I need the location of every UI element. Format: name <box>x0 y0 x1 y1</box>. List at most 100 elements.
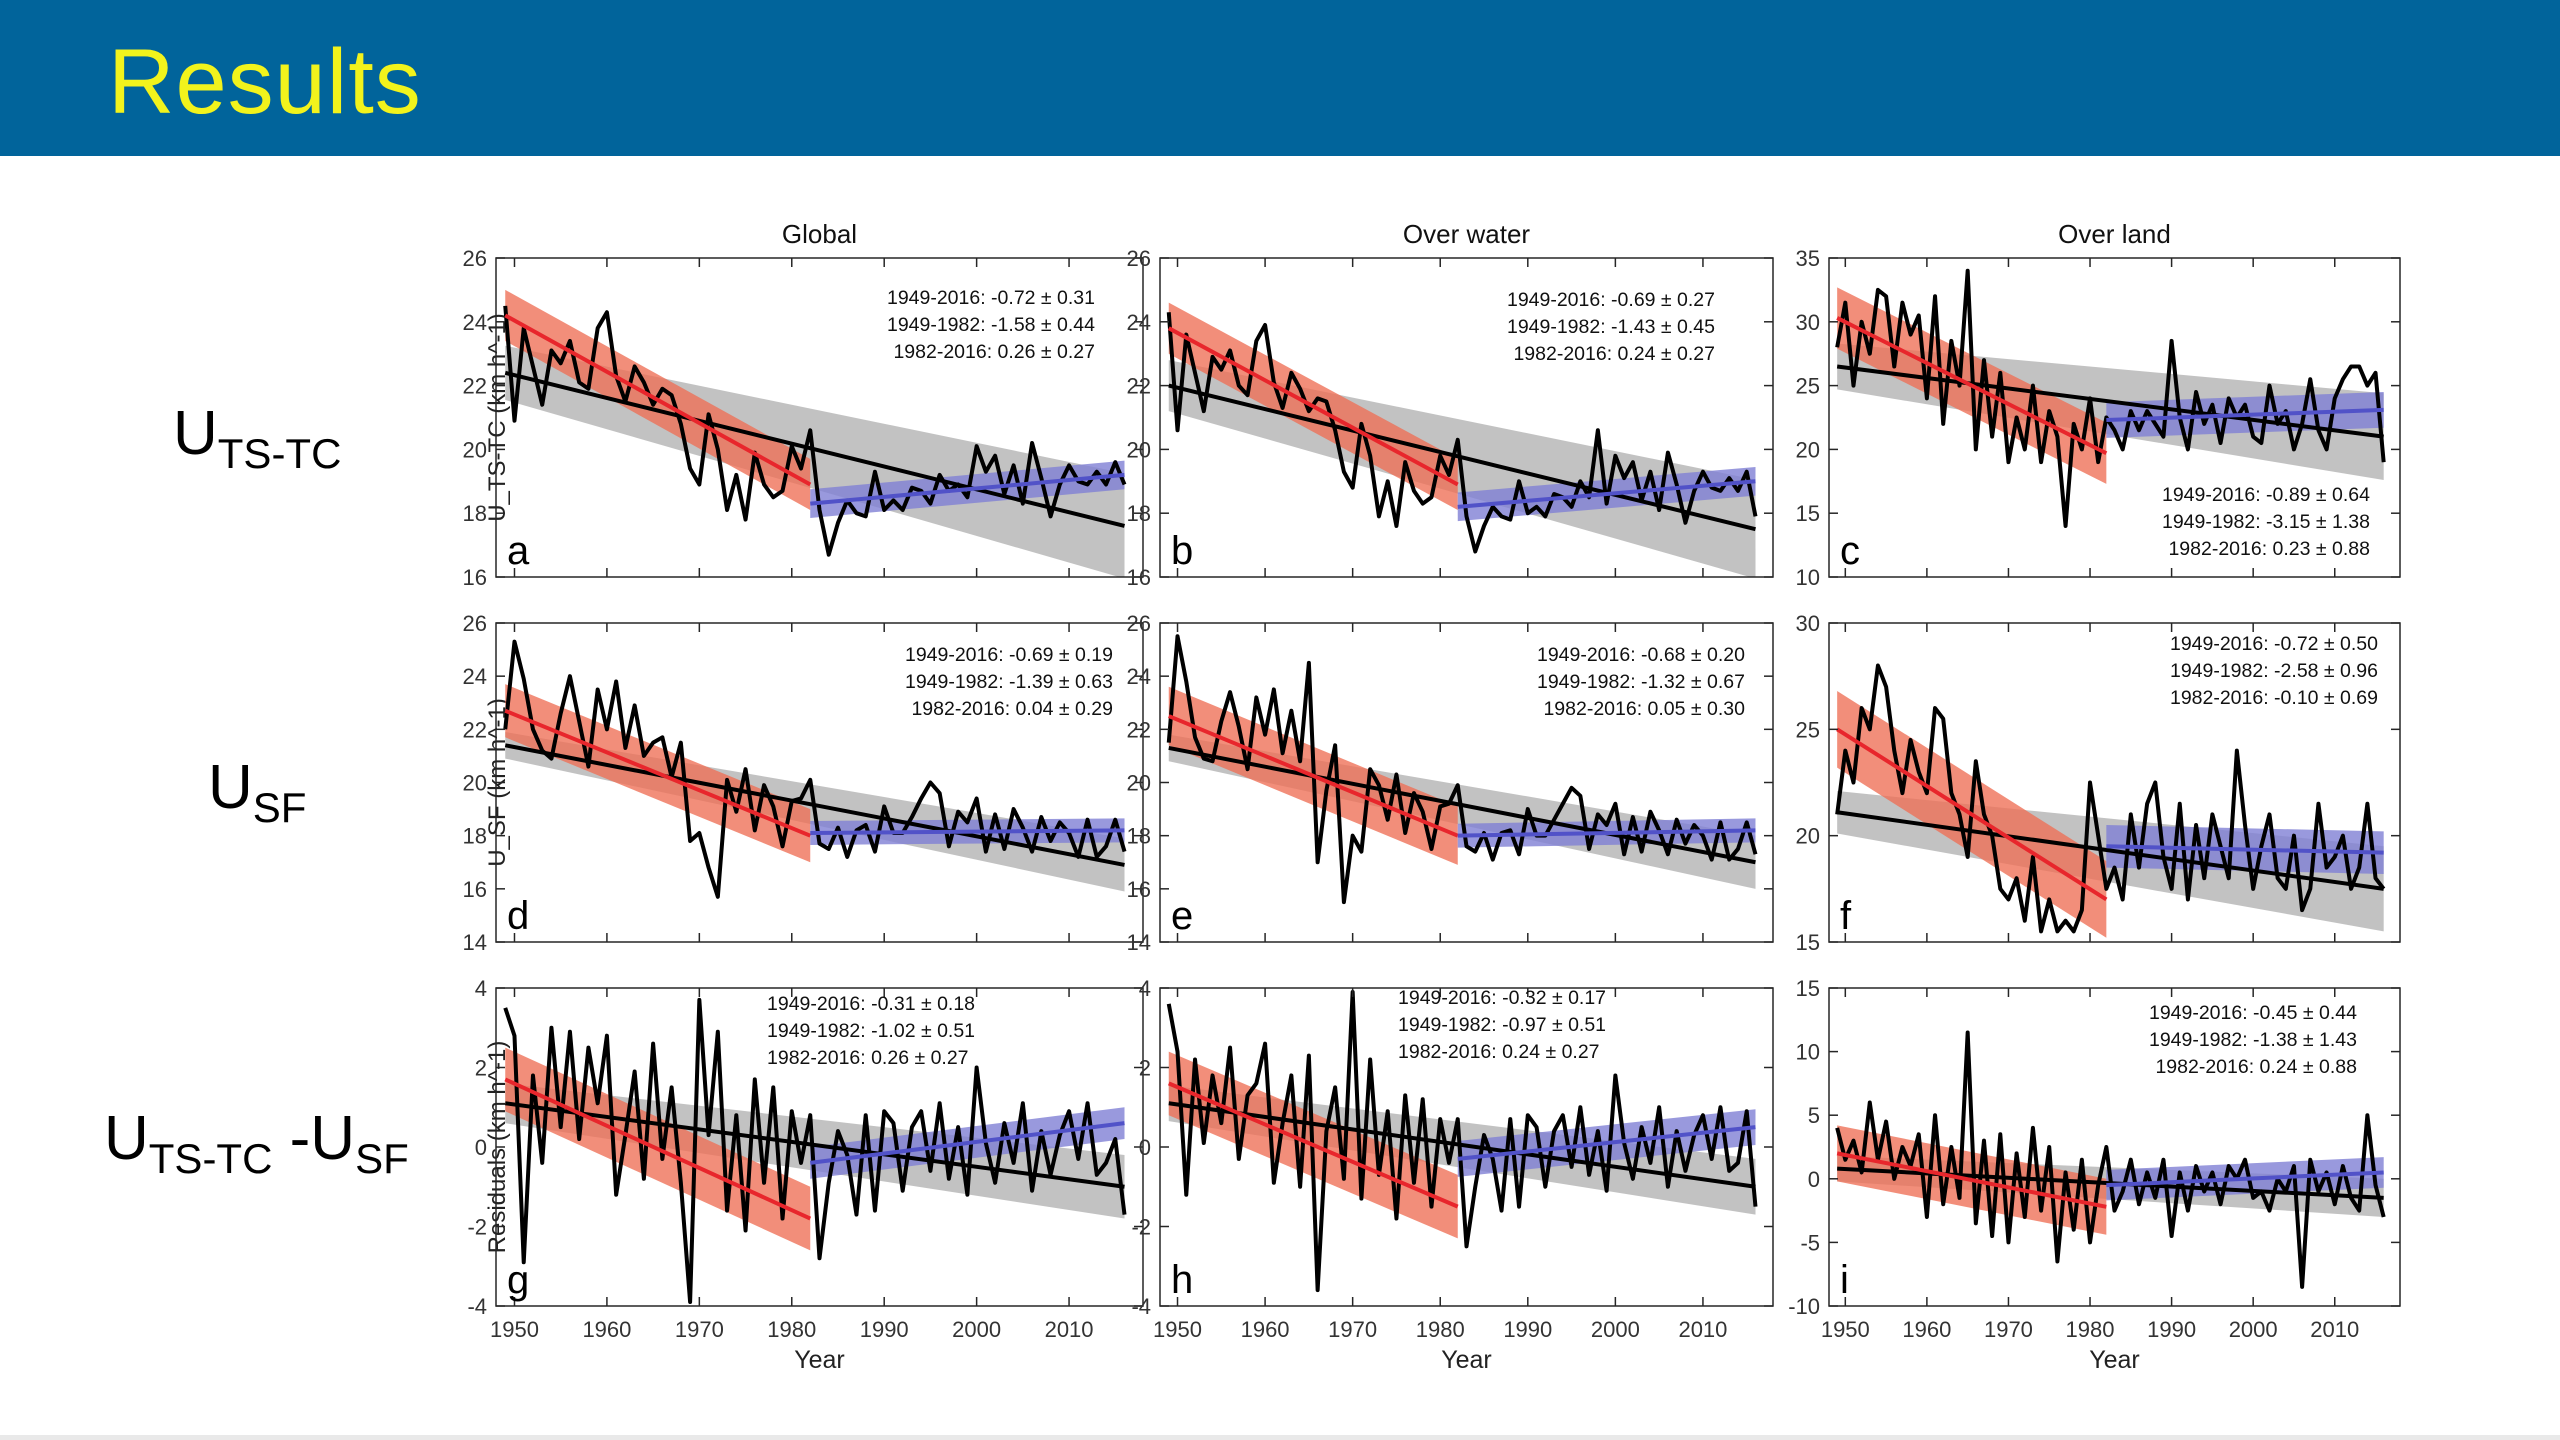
trend-annotation: 1982-2016: 0.24 ± 0.88 <box>2155 1056 2357 1078</box>
row-label-usf: USF <box>208 752 306 832</box>
panel-f: 15 20 25 30 f 1949-2016: -0.72 ± 0.50 1949-198… <box>1796 611 2401 955</box>
observed-series-line <box>503 997 1127 1305</box>
x-tick-label: 1960 <box>582 1317 631 1342</box>
panel-plot-area <box>503 289 1127 577</box>
early-trend-line <box>504 1077 812 1221</box>
panel-plot-area <box>1835 268 2386 528</box>
trend-annotation: 1949-2016: -0.72 ± 0.50 <box>2170 633 2378 655</box>
observed-series-line <box>1166 634 1758 905</box>
y-tick-label: -4 <box>467 1294 487 1319</box>
panel-a: 16 18 20 22 24 26 a 1949-2016: -0.72 ± 0.31 1949… <box>463 246 1144 590</box>
x-tick-label: 1960 <box>1241 1317 1290 1342</box>
overall-trend-line <box>504 743 1125 867</box>
x-tick-label: 2000 <box>952 1317 1001 1342</box>
late-trend-line <box>2106 844 2384 855</box>
x-axis-label: Year <box>2089 1346 2140 1374</box>
y-tick-label: 26 <box>463 611 487 636</box>
trend-annotation: 1949-1982: -1.38 ± 1.43 <box>2149 1029 2357 1051</box>
row-label-main: U <box>173 399 218 468</box>
trend-annotation: 1982-2016: 0.24 ± 0.27 <box>1513 343 1715 365</box>
y-tick-label: 16 <box>463 877 487 902</box>
y-tick-label: 20 <box>1127 437 1151 462</box>
panel-h: -4 -2 0 2 4 1950 1960 1970 1980 1990 2000 2010 Year h… <box>1131 976 1774 1374</box>
y-tick-label: 22 <box>463 374 487 399</box>
row-label-sub: SF <box>252 784 307 831</box>
y-tick-label: 26 <box>1127 246 1151 271</box>
y-tick-label: 24 <box>1127 664 1151 689</box>
observed-series-line <box>503 305 1127 557</box>
panel-letter: d <box>507 894 529 938</box>
panel-i: -10 -5 0 5 10 15 1950 1960 1970 1980 1990 2000 2010 Y… <box>1788 976 2401 1374</box>
observed-series-line <box>1166 989 1758 1293</box>
slide-title: Results <box>108 31 422 133</box>
x-tick-label: 1950 <box>1821 1317 1870 1342</box>
row-label-main: U <box>104 1104 149 1173</box>
early-trend-line <box>504 708 812 838</box>
panel-letter: h <box>1171 1258 1193 1302</box>
y-tick-label: -2 <box>467 1215 487 1240</box>
panel-d: 14 16 18 20 22 24 26 d 1949-2016: -0.69 ± 0.19 19… <box>463 611 1144 955</box>
x-tick-label: 2000 <box>2229 1317 2278 1342</box>
title-bar: Results <box>0 0 2560 156</box>
panel-letter: i <box>1840 1258 1849 1302</box>
y-tick-label: 22 <box>463 717 487 742</box>
x-tick-label: 1990 <box>2147 1317 2196 1342</box>
x-tick-label: 1990 <box>1503 1317 1552 1342</box>
overall-trend-line <box>1836 364 2384 439</box>
y-tick-label: 15 <box>1796 976 1820 1001</box>
overall-trend-line <box>1168 1101 1756 1189</box>
panel-frame <box>495 257 1144 578</box>
trend-annotation: 1949-2016: -0.32 ± 0.17 <box>1398 987 1606 1009</box>
early-trend-line <box>1836 316 2108 456</box>
row-label-residual: UTS-TC -USF <box>104 1103 409 1183</box>
y-tick-label: 16 <box>463 565 487 590</box>
row-label-sub: TS-TC <box>148 1135 273 1182</box>
trend-annotation: 1949-1982: -1.32 ± 0.67 <box>1537 671 1745 693</box>
y-tick-label: 20 <box>463 771 487 796</box>
late-trend-line <box>810 1121 1125 1165</box>
y-tick-label: 14 <box>1127 930 1151 955</box>
early-trend-line <box>1836 1151 2107 1209</box>
trend-annotation: 1982-2016: 0.26 ± 0.27 <box>767 1047 969 1069</box>
early-trend-line <box>1167 714 1459 838</box>
trend-annotation: 1949-1982: -1.02 ± 0.51 <box>767 1020 975 1042</box>
y-tick-label: 20 <box>1796 437 1820 462</box>
y-tick-label: 14 <box>463 930 487 955</box>
panel-letter: b <box>1171 529 1193 573</box>
y-tick-label: 20 <box>463 437 487 462</box>
row-label-main-2: -U <box>272 1104 356 1173</box>
panel-plot-area <box>1166 989 1758 1293</box>
y-tick-label: 16 <box>1127 877 1151 902</box>
panel-plot-area <box>503 997 1127 1305</box>
y-tick-label: 4 <box>1139 976 1151 1001</box>
panel-frame <box>1828 257 2401 578</box>
trend-annotation: 1982-2016: 0.26 ± 0.27 <box>893 341 1095 363</box>
y-tick-label: 20 <box>1796 824 1820 849</box>
early-trend-line <box>1167 326 1459 487</box>
overall-trend-line <box>1168 745 1756 865</box>
panel-letter: c <box>1840 529 1860 573</box>
x-tick-label: 1980 <box>2066 1317 2115 1342</box>
y-tick-label: 22 <box>1127 717 1151 742</box>
y-tick-label: -5 <box>1800 1230 1820 1255</box>
y-tick-label: 25 <box>1796 717 1820 742</box>
y-tick-label: 26 <box>1127 611 1151 636</box>
y-tick-label: 18 <box>1127 824 1151 849</box>
y-tick-label: 2 <box>1139 1056 1151 1081</box>
panel-plot-area <box>1166 634 1758 905</box>
panel-c: 10 15 20 25 30 35 c 1949-2016: -0.89 ± 0.64 1949… <box>1796 246 2401 590</box>
trend-annotation: 1949-2016: -0.68 ± 0.20 <box>1537 644 1745 666</box>
y-tick-label: -10 <box>1788 1294 1820 1319</box>
overall-trend-line <box>504 1101 1125 1189</box>
trend-annotation: 1949-2016: -0.45 ± 0.44 <box>2149 1002 2357 1024</box>
column-title-3: Over land <box>2058 219 2171 249</box>
y-tick-label: 0 <box>1808 1167 1820 1192</box>
x-axis-label: Year <box>794 1346 845 1374</box>
y-tick-label: 24 <box>1127 310 1151 335</box>
y-tick-label: 10 <box>1796 565 1820 590</box>
y-tick-label: 25 <box>1796 374 1820 399</box>
panel-plot-area <box>1166 302 1758 577</box>
y-tick-label: 22 <box>1127 374 1151 399</box>
trend-annotation: 1949-2016: -0.72 ± 0.31 <box>887 287 1095 309</box>
overall-trend-line <box>504 370 1125 528</box>
